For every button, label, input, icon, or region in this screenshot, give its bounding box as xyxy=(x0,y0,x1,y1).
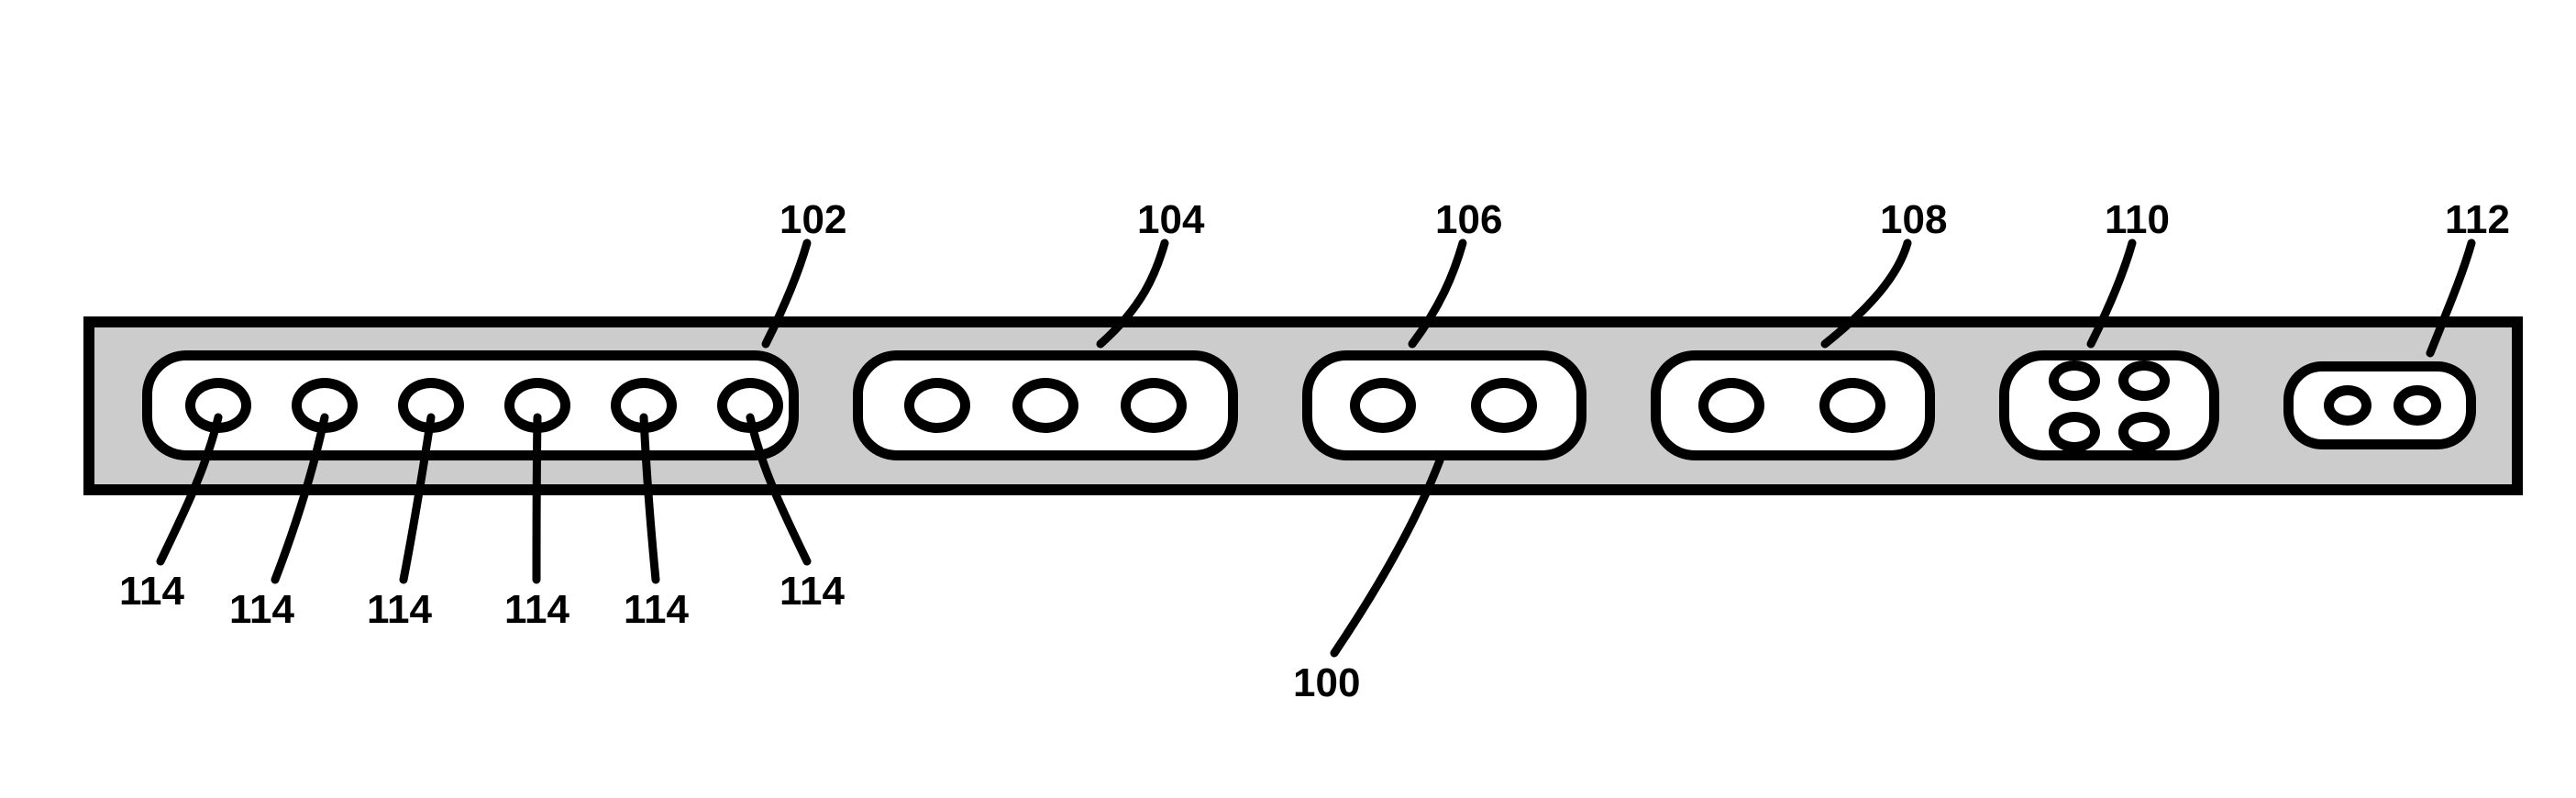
slot-110 xyxy=(1999,350,2219,460)
contact xyxy=(1471,378,1537,433)
ref-label-110: 110 xyxy=(2105,197,2170,243)
contact xyxy=(2394,385,2441,426)
contact-114 xyxy=(717,378,783,433)
contact-114 xyxy=(185,378,251,433)
slot-112 xyxy=(2283,361,2476,449)
contact xyxy=(2049,412,2100,452)
ref-label-114: 114 xyxy=(779,569,845,615)
ref-label-104: 104 xyxy=(1137,197,1204,243)
contact xyxy=(1698,378,1764,433)
ref-label-108: 108 xyxy=(1880,197,1947,243)
contact-114 xyxy=(292,378,358,433)
contact xyxy=(1819,378,1885,433)
contact-114 xyxy=(398,378,464,433)
ref-label-112: 112 xyxy=(2445,197,2510,243)
contact-114 xyxy=(504,378,570,433)
contact xyxy=(1012,378,1078,433)
ref-label-114: 114 xyxy=(624,587,689,633)
contact xyxy=(2324,385,2371,426)
diagram-canvas: 102 104 106 108 110 112 114 114 114 114 114 114 100 xyxy=(0,0,2576,798)
contact xyxy=(2118,360,2170,401)
contact xyxy=(1350,378,1416,433)
ref-label-114: 114 xyxy=(229,587,294,633)
ref-label-102: 102 xyxy=(779,197,846,243)
ref-label-114: 114 xyxy=(504,587,569,633)
contact xyxy=(904,378,970,433)
contact-114 xyxy=(611,378,677,433)
contact xyxy=(2118,412,2170,452)
slot-106 xyxy=(1302,350,1587,460)
ref-label-114: 114 xyxy=(367,587,432,633)
ref-label-106: 106 xyxy=(1435,197,1502,243)
ref-label-100: 100 xyxy=(1293,660,1360,706)
contact xyxy=(2049,360,2100,401)
ref-label-114: 114 xyxy=(119,569,184,615)
contact xyxy=(1121,378,1187,433)
slot-108 xyxy=(1651,350,1935,460)
